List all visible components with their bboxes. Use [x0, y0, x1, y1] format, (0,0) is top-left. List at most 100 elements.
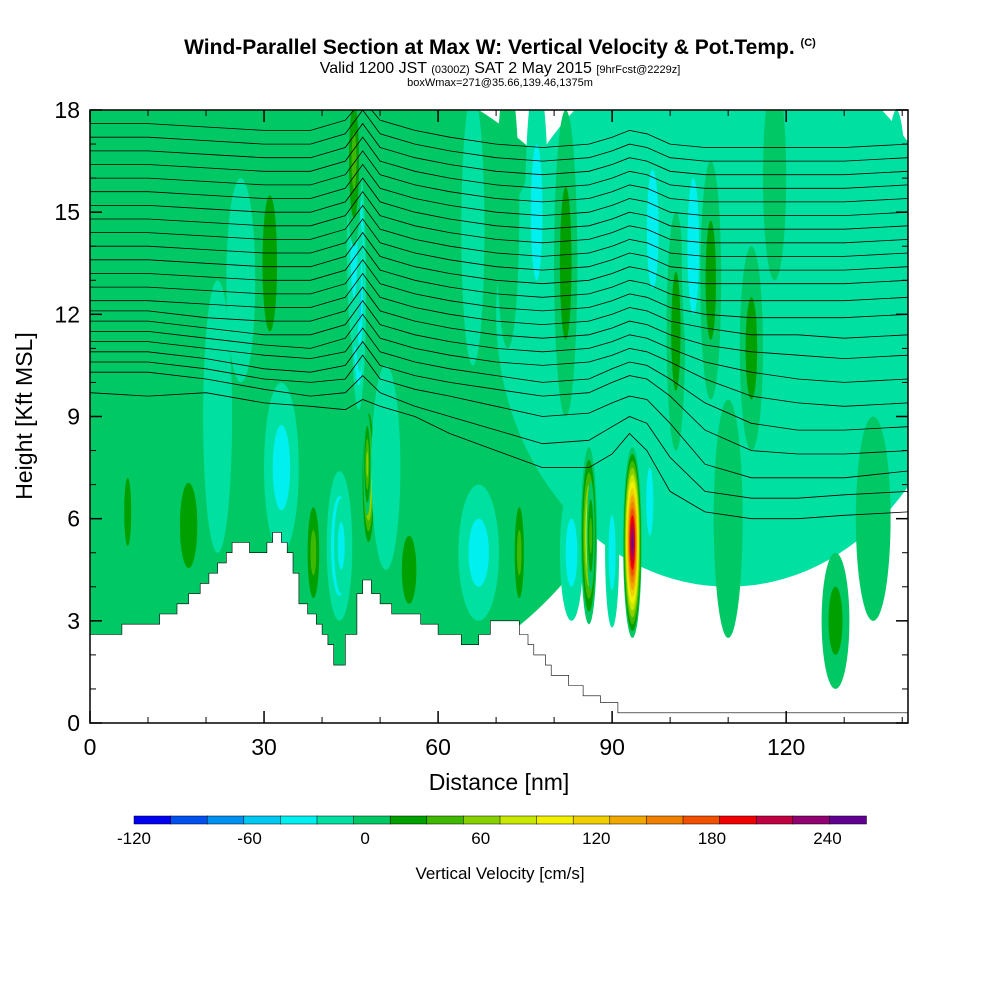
- isentrope-lines: [90, 110, 908, 520]
- colorbar-tick-label: -60: [237, 829, 262, 848]
- velocity-contour: [337, 522, 345, 570]
- velocity-cell-9: [304, 484, 323, 621]
- velocity-contour: [124, 477, 132, 546]
- isentrope-9: [90, 259, 908, 319]
- isentrope-16: [90, 163, 908, 217]
- velocity-cell-40: [763, 110, 787, 281]
- velocity-contour: [461, 110, 485, 366]
- velocity-contour: [608, 515, 616, 591]
- velocity-contour: [401, 535, 417, 604]
- x-tick-label: 90: [599, 734, 625, 760]
- velocity-cell-11: [334, 498, 349, 594]
- velocity-contour: [272, 425, 291, 511]
- axes: 0 30 60 90 120 0 3 6 9 12 15 18: [54, 97, 908, 760]
- colorbar-tick-label: 180: [698, 829, 726, 848]
- isentrope-20: [90, 110, 908, 162]
- colorbar-tick-label: -120: [117, 829, 151, 848]
- colorbar-swatch: [243, 815, 282, 825]
- velocity-cell-42: [821, 552, 850, 689]
- velocity-contour: [631, 535, 634, 550]
- velocity-contour: [203, 280, 233, 553]
- velocity-contour: [828, 586, 843, 655]
- velocity-cell-39: [739, 246, 764, 451]
- colorbar-swatch: [536, 815, 574, 825]
- isentrope-12: [90, 218, 908, 271]
- colorbar-swatch: [829, 815, 867, 825]
- velocity-cell-19: [394, 501, 424, 638]
- x-tick-label: 60: [425, 734, 451, 760]
- velocity-contour: [687, 178, 700, 315]
- isentrope-17: [90, 150, 908, 203]
- velocity-contour: [351, 132, 357, 190]
- colorbar-tick-label: 240: [813, 829, 841, 848]
- velocity-contour: [565, 518, 578, 587]
- colorbar-swatch: [316, 815, 355, 825]
- velocity-contour: [559, 186, 572, 340]
- y-axis-label: Height [Kft MSL]: [11, 332, 37, 499]
- forecast-info: [9hrFcst@2229z]: [596, 64, 681, 76]
- velocity-field: [90, 110, 908, 723]
- velocity-contour: [646, 467, 654, 536]
- isentrope-14: [90, 191, 908, 244]
- chart-title: Wind-Parallel Section at Max W: Vertical…: [0, 36, 1000, 60]
- valid-date: SAT 2 May 2015: [474, 60, 592, 77]
- x-axis-label: Distance [nm]: [429, 769, 570, 795]
- velocity-cell-24: [496, 110, 520, 349]
- velocity-cell-26: [525, 110, 549, 349]
- y-tick-label: 3: [67, 608, 80, 634]
- copyright-mark: (C): [800, 37, 816, 49]
- colorbar-swatch: [499, 815, 538, 825]
- x-tick-label: 120: [767, 734, 805, 760]
- colorbar-tick-label: 0: [360, 829, 369, 848]
- y-tick-label: 18: [54, 97, 80, 123]
- velocity-contour: [713, 399, 743, 638]
- velocity-contour: [671, 271, 681, 391]
- isentrope-19: [90, 122, 908, 176]
- colorbar-swatch: [755, 815, 794, 825]
- velocity-cell-6: [226, 178, 256, 383]
- isentrope-6: [90, 300, 908, 383]
- colorbar-swatch: [353, 815, 391, 825]
- colorbar-swatch: [133, 815, 172, 825]
- velocity-cell-31: [605, 477, 620, 628]
- velocity-cell-5: [203, 280, 233, 553]
- isentrope-1: [90, 371, 908, 499]
- isentrope-5: [90, 313, 908, 407]
- velocity-cell-33: [642, 433, 657, 570]
- colorbar-swatch: [609, 815, 648, 825]
- isentrope-8: [90, 272, 908, 339]
- isentrope-18: [90, 136, 908, 189]
- colorbar-title: Vertical Velocity [cm/s]: [415, 864, 585, 883]
- velocity-cell-38: [713, 399, 743, 638]
- velocity-cell-7: [255, 127, 285, 400]
- colorbar-swatch: [426, 815, 465, 825]
- isentrope-7: [90, 286, 908, 360]
- velocity-cell-23: [461, 110, 485, 366]
- velocity-contour: [468, 518, 489, 587]
- colorbar-swatch: [463, 815, 501, 825]
- velocity-cell-30: [586, 481, 595, 591]
- velocity-cell-43: [855, 416, 891, 621]
- colorbar-swatch: [719, 815, 757, 825]
- velocity-contour: [855, 416, 891, 621]
- isentrope-15: [90, 177, 908, 230]
- velocity-cell-4: [171, 440, 207, 611]
- y-tick-label: 6: [67, 506, 80, 532]
- colorbar-swatch: [206, 815, 245, 825]
- chart-subtitle: Valid 1200 JST (0300Z) SAT 2 May 2015 [9…: [0, 60, 1000, 78]
- box-info: boxWmax=271@35.66,139.46,1375m: [407, 77, 593, 89]
- velocity-contour: [262, 195, 278, 332]
- velocity-contour: [517, 530, 522, 576]
- velocity-cell-27: [554, 110, 578, 417]
- isentrope-10: [90, 245, 908, 302]
- valid-time: Valid 1200 JST: [319, 60, 427, 77]
- colorbar-swatch: [389, 815, 428, 825]
- velocity-contour: [226, 178, 256, 383]
- colorbar-swatch: [170, 815, 208, 825]
- velocity-contour: [179, 482, 198, 569]
- isentrope-11: [90, 231, 908, 285]
- x-tick-label: 30: [251, 734, 277, 760]
- colorbar-tick-label: 120: [582, 829, 610, 848]
- velocity-cell-36: [681, 110, 705, 383]
